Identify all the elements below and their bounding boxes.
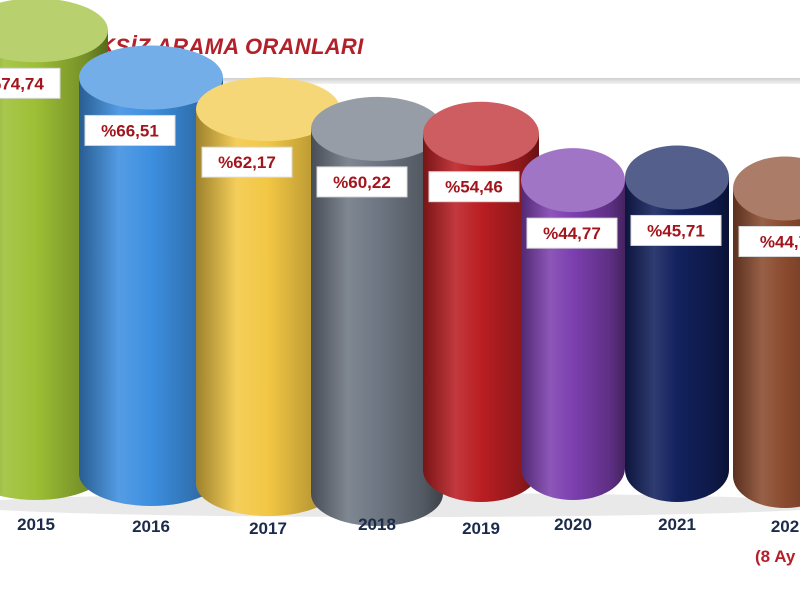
value-label-text: %62,17 — [218, 153, 276, 172]
bar-top — [423, 101, 539, 166]
bar-top — [311, 96, 443, 161]
bar-body — [196, 109, 340, 517]
category-label: 2017 — [249, 519, 287, 538]
bar-top — [521, 148, 625, 213]
value-label-box — [84, 114, 176, 146]
bar-body — [625, 177, 729, 502]
value-label: %44,7 — [738, 226, 800, 257]
value-label-text: %44,77 — [543, 224, 601, 243]
value-label-text: %60,22 — [333, 173, 391, 192]
value-label: %60,22 — [316, 166, 408, 198]
bar-top — [733, 156, 800, 221]
value-label-box — [630, 214, 722, 246]
bar-body — [311, 128, 443, 526]
bar-body — [423, 133, 539, 502]
bar-2017 — [196, 77, 340, 517]
category-note: (8 Ay — [755, 547, 796, 566]
bar-2018 — [311, 96, 443, 526]
category-label: 2015 — [17, 515, 55, 534]
category-label: 2016 — [132, 517, 170, 536]
value-label-box — [0, 67, 61, 99]
bar-2019 — [423, 101, 539, 502]
bar-body — [521, 180, 625, 500]
category-label: 2018 — [358, 515, 396, 534]
value-label: %54,46 — [428, 171, 520, 203]
value-label: %45,71 — [630, 214, 722, 246]
category-label: 2020 — [554, 515, 592, 534]
category-label: 2021 — [658, 515, 696, 534]
bar-top — [0, 0, 108, 63]
bar-body — [733, 188, 800, 508]
value-label-box — [738, 226, 800, 257]
value-label: %66,51 — [84, 114, 176, 146]
value-label-text: %54,46 — [445, 178, 503, 197]
value-label: %44,77 — [526, 217, 618, 249]
bar-body — [79, 77, 223, 506]
value-label-box — [428, 171, 520, 203]
value-label-box — [316, 166, 408, 198]
value-label-text: %74,74 — [0, 74, 44, 93]
value-label-text: %66,51 — [101, 121, 159, 140]
value-label-text: %45,71 — [647, 221, 705, 240]
value-label-text: %44,7 — [760, 233, 800, 252]
bar-2020 — [521, 148, 625, 500]
bar-top — [196, 77, 340, 142]
bar-top — [625, 145, 729, 210]
value-label-box — [526, 217, 618, 249]
bar-2016 — [79, 45, 223, 506]
bar-top — [79, 45, 223, 110]
bar-2021 — [625, 145, 729, 502]
title-divider — [0, 78, 800, 84]
value-label-box — [201, 146, 293, 178]
category-label: 2019 — [462, 519, 500, 538]
value-label: %74,74 — [0, 67, 61, 99]
value-label: %62,17 — [201, 146, 293, 178]
category-label: 202 — [771, 517, 799, 536]
bar-202 — [733, 156, 800, 508]
